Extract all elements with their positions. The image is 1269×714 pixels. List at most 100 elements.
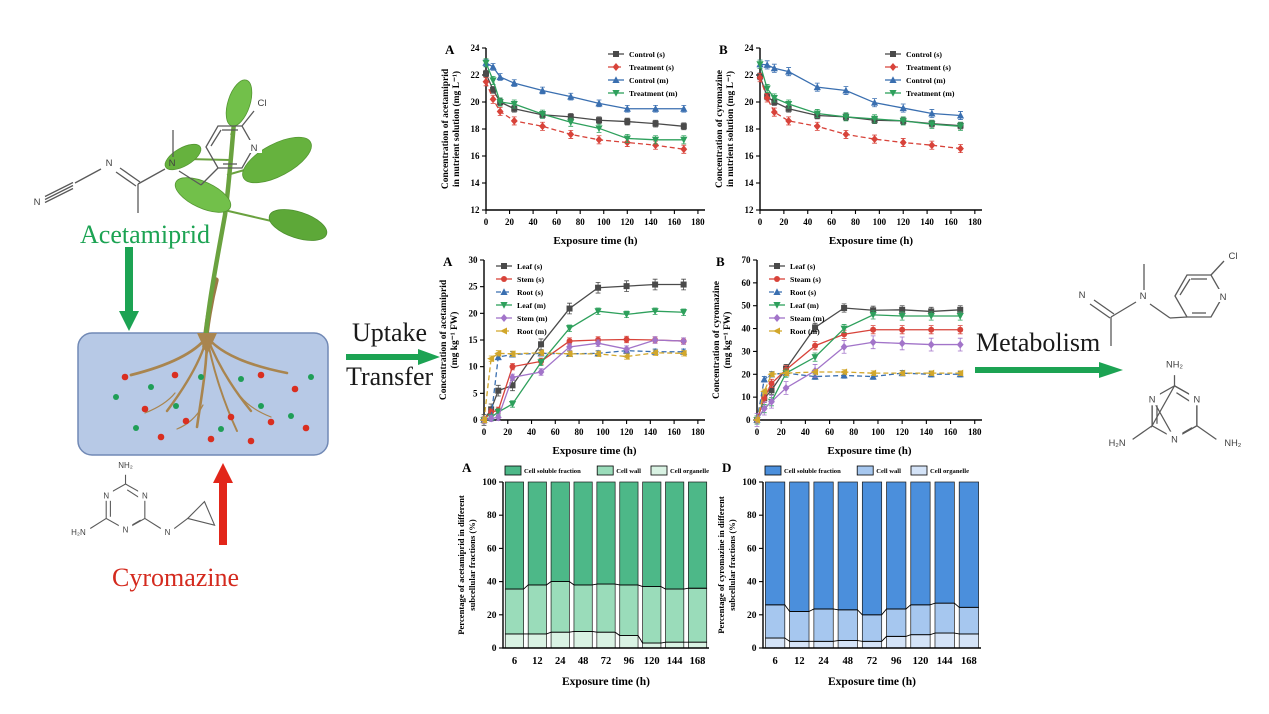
svg-text:100: 100 xyxy=(873,217,887,227)
svg-text:180: 180 xyxy=(968,427,982,437)
series-Leaf (s) xyxy=(481,278,687,426)
atom-label: N xyxy=(251,143,258,154)
leaf xyxy=(268,209,328,241)
svg-text:20: 20 xyxy=(503,427,513,437)
chart-acetamiprid-solution: 0 20 40 60 80 100 120 140 160 180 12 14 16 18 20 22 24 Ex… xyxy=(441,42,705,247)
svg-text:30: 30 xyxy=(469,255,479,265)
atom-label: N xyxy=(34,197,41,208)
bar-segment xyxy=(688,587,708,643)
svg-text:0: 0 xyxy=(482,427,487,437)
bar-segment xyxy=(573,631,593,649)
svg-text:72: 72 xyxy=(867,656,878,667)
legend-label: Cell organelle xyxy=(930,468,969,475)
bar-segment xyxy=(958,606,979,635)
bar-segment xyxy=(934,481,955,604)
svg-text:5: 5 xyxy=(473,388,478,398)
svg-text:40: 40 xyxy=(487,578,497,588)
atom-label: H₂N xyxy=(1109,438,1126,448)
bar-segment xyxy=(789,611,810,642)
atom-label: NH₂ xyxy=(118,461,133,470)
svg-text:96: 96 xyxy=(891,656,902,667)
svg-text:24: 24 xyxy=(555,656,566,667)
svg-text:50: 50 xyxy=(742,301,752,311)
atom-label: N xyxy=(1171,434,1178,444)
bar-segment xyxy=(886,608,907,637)
svg-text:180: 180 xyxy=(691,217,705,227)
svg-text:Exposure time (h): Exposure time (h) xyxy=(562,676,650,688)
legend: Control (s) Treatment (s) Control (m) Treat… xyxy=(885,50,955,98)
legend-label: Treatment (s) xyxy=(629,63,674,72)
atom-label: H₂N xyxy=(71,528,86,537)
uptake-arrow-icon xyxy=(346,349,440,365)
svg-text:160: 160 xyxy=(667,427,681,437)
bar-segment xyxy=(619,584,639,636)
bar-segment xyxy=(837,640,858,649)
svg-text:80: 80 xyxy=(487,511,497,521)
plant-illustration xyxy=(129,79,328,432)
atom-label: NH₂ xyxy=(1166,359,1183,369)
svg-text:60: 60 xyxy=(742,278,752,288)
svg-text:6: 6 xyxy=(512,656,517,667)
acetamiprid-metabolite-structure: N N N Cl xyxy=(1079,251,1237,346)
atom-label: N xyxy=(165,528,171,537)
series-Treatment (m) xyxy=(756,59,965,131)
svg-text:20: 20 xyxy=(777,427,787,437)
bar-segment xyxy=(527,633,547,649)
y-axis-label: Concentration of acetamiprid(mg kg⁻¹ FW) xyxy=(439,279,460,400)
svg-text:14: 14 xyxy=(471,178,481,188)
legend-label: Root (m) xyxy=(517,327,547,336)
bar-segment xyxy=(596,481,616,585)
legend-label: Steam (m) xyxy=(790,314,825,323)
fraction-boundary-line xyxy=(505,581,707,590)
svg-text:20: 20 xyxy=(747,611,757,621)
bar-segment xyxy=(596,583,616,633)
svg-text:120: 120 xyxy=(621,217,635,227)
cyromazine-up-arrow-icon xyxy=(213,463,233,545)
legend: Cell soluble fraction Cell wall Cell organ… xyxy=(764,465,969,476)
svg-text:144: 144 xyxy=(667,656,684,667)
cyromazine-label: Cyromazine xyxy=(112,563,240,592)
svg-text:0: 0 xyxy=(752,644,757,654)
svg-text:18: 18 xyxy=(471,124,481,134)
svg-text:72: 72 xyxy=(601,656,612,667)
svg-text:16: 16 xyxy=(745,151,755,161)
bar-segment xyxy=(619,635,639,649)
y-axis-label: Concentration of acetamipridin nutrient … xyxy=(441,68,462,189)
leaf xyxy=(174,177,232,213)
svg-text:60: 60 xyxy=(551,427,561,437)
svg-text:22: 22 xyxy=(745,70,755,80)
legend-label: Cell organelle xyxy=(670,468,709,475)
bar-segment xyxy=(642,481,662,587)
atom-label: N xyxy=(1140,291,1147,302)
svg-text:144: 144 xyxy=(937,656,954,667)
bar-segment xyxy=(550,581,570,633)
chart-cyromazine-solution: 0 20 40 60 80 100 120 140 160 180 12 14 16 18 20 22 24 Ex… xyxy=(715,42,982,247)
legend-label: Treatment (m) xyxy=(906,89,955,98)
svg-text:60: 60 xyxy=(747,544,757,554)
svg-text:0: 0 xyxy=(755,427,760,437)
bar-segment xyxy=(550,631,570,649)
svg-text:0: 0 xyxy=(758,217,763,227)
roots xyxy=(129,333,289,432)
legend: Control (s) Treatment (s) Control (m) Treat… xyxy=(608,50,678,98)
atom-label: N xyxy=(1079,290,1086,301)
legend-label: Steam (s) xyxy=(790,275,821,284)
svg-text:Exposure time (h): Exposure time (h) xyxy=(553,235,637,247)
bar-segment xyxy=(789,481,810,612)
svg-text:40: 40 xyxy=(803,217,813,227)
bar-segment xyxy=(527,481,547,586)
bar-segment xyxy=(596,631,616,649)
legend-label: Leaf (s) xyxy=(517,262,543,271)
svg-text:15: 15 xyxy=(469,335,479,345)
bar-segment xyxy=(527,584,547,635)
svg-text:20: 20 xyxy=(487,611,497,621)
svg-text:Exposure time (h): Exposure time (h) xyxy=(828,676,916,688)
svg-text:20: 20 xyxy=(505,217,515,227)
svg-text:120: 120 xyxy=(913,656,929,667)
svg-text:12: 12 xyxy=(471,205,481,215)
axes xyxy=(756,260,982,421)
legend-label: Control (m) xyxy=(906,76,946,85)
legend-label: Cell soluble fraction xyxy=(524,468,581,475)
bar-segment xyxy=(642,642,662,649)
svg-text:180: 180 xyxy=(968,217,982,227)
